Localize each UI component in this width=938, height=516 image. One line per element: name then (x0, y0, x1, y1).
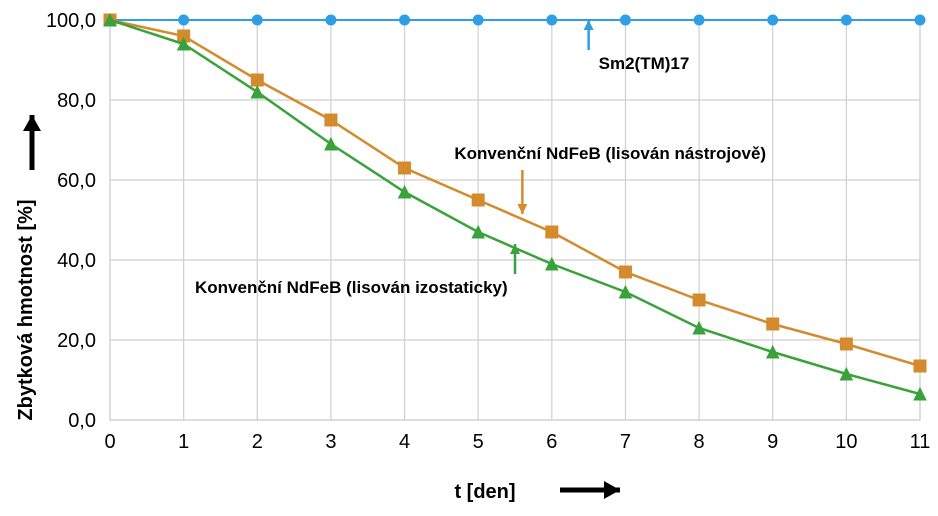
x-axis-label: t [den] (454, 481, 515, 503)
x-tick-label: 1 (178, 431, 189, 453)
series-marker-square (251, 74, 263, 86)
series-marker-circle (768, 15, 778, 25)
series-marker-circle (620, 15, 630, 25)
x-tick-label: 3 (325, 431, 336, 453)
x-tick-label: 6 (546, 431, 557, 453)
series-label-text: Sm2(TM)17 (599, 54, 690, 73)
y-tick-label: 20,0 (57, 330, 96, 352)
x-tick-label: 0 (104, 431, 115, 453)
x-tick-label: 4 (399, 431, 410, 453)
series-marker-circle (547, 15, 557, 25)
series-marker-square (840, 338, 852, 350)
series-marker-square (914, 360, 926, 372)
y-tick-label: 100,0 (46, 10, 96, 32)
series-marker-square (546, 226, 558, 238)
x-tick-label: 2 (252, 431, 263, 453)
series-marker-circle (841, 15, 851, 25)
series-label-text: Konvenční NdFeB (lisován nástrojově) (454, 144, 766, 163)
series-marker-square (619, 266, 631, 278)
series-label-text: Konvenční NdFeB (lisován izostaticky) (195, 278, 508, 297)
series-marker-square (325, 114, 337, 126)
series-marker-square (693, 294, 705, 306)
y-tick-label: 0,0 (68, 410, 96, 432)
series-marker-circle (252, 15, 262, 25)
x-tick-label: 11 (910, 431, 931, 453)
x-tick-label: 7 (620, 431, 631, 453)
y-tick-label: 80,0 (57, 90, 96, 112)
series-marker-circle (400, 15, 410, 25)
series-marker-circle (473, 15, 483, 25)
series-marker-circle (326, 15, 336, 25)
y-tick-label: 60,0 (57, 170, 96, 192)
y-tick-label: 40,0 (57, 250, 96, 272)
series-marker-circle (694, 15, 704, 25)
series-marker-square (472, 194, 484, 206)
x-tick-label: 8 (694, 431, 705, 453)
series-marker-square (399, 162, 411, 174)
y-axis-label: Zbytková hmotnost [%] (15, 199, 37, 420)
series-marker-circle (915, 15, 925, 25)
series-marker-square (767, 318, 779, 330)
series-marker-circle (179, 15, 189, 25)
x-tick-label: 5 (473, 431, 484, 453)
x-tick-label: 10 (835, 431, 857, 453)
x-tick-label: 9 (767, 431, 778, 453)
line-chart: 0 1 2 3 4 5 6 7 8 9 10 11 0,0 20,0 40,0 60,0 80,0 100,0 Sm… (0, 0, 938, 516)
